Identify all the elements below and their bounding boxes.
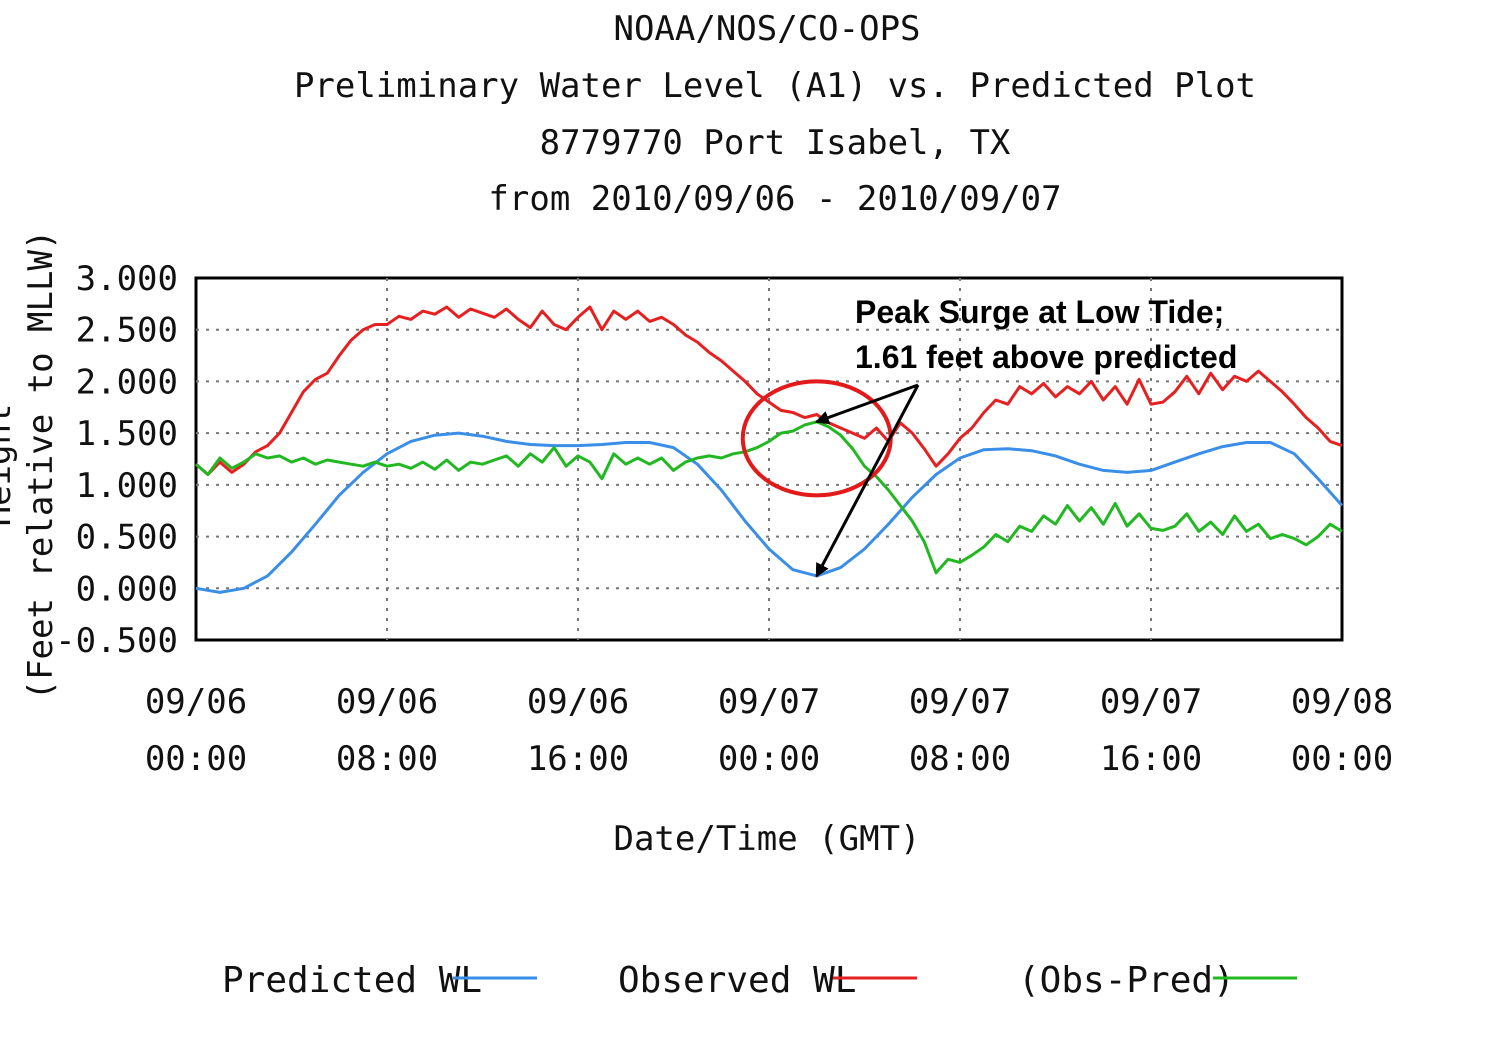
y-tick-label: 1.500 [76, 414, 178, 454]
x-tick-date: 09/06 [145, 682, 247, 722]
legend-label-observed: Observed WL [618, 960, 856, 1001]
legend: Predicted WL Observed WL (Obs-Pred) [222, 960, 1297, 1001]
y-axis-title: (Feet relative to MLLW) Height [0, 230, 61, 701]
x-tick-time: 00:00 [145, 739, 247, 779]
x-tick-date: 09/08 [1291, 682, 1393, 722]
y-tick-label: -0.500 [55, 621, 178, 661]
x-axis-label: Date/Time (GMT) [613, 819, 920, 859]
title-line-4: from 2010/09/06 - 2010/09/07 [488, 179, 1061, 219]
series-lines [195, 305, 1344, 594]
x-tick-date: 09/07 [909, 682, 1011, 722]
x-tick-labels: 09/06 00:00 09/06 08:00 09/06 16:00 09/07 00:00… [145, 682, 1393, 779]
annotation-arrow [814, 383, 919, 425]
annotation-line-2: 1.61 feet above predicted [855, 339, 1237, 375]
grid-lines [196, 278, 1342, 640]
y-tick-label: 1.000 [76, 466, 178, 506]
x-tick-date: 09/07 [718, 682, 820, 722]
y-tick-label: 3.000 [76, 259, 178, 299]
series-line-observed [195, 305, 1343, 476]
peak-surge-annotation: Peak Surge at Low Tide; 1.61 feet above … [740, 294, 1237, 578]
y-tick-labels: 3.000 2.500 2.000 1.500 1.000 0.500 0.000 -0.50… [55, 259, 178, 661]
annotation-arrow [815, 384, 920, 578]
x-tick-date: 09/07 [1100, 682, 1202, 722]
y-axis-label-cut: Height [0, 404, 19, 527]
x-tick-time: 16:00 [527, 739, 629, 779]
x-tick-time: 16:00 [1100, 739, 1202, 779]
y-tick-label: 0.500 [76, 518, 178, 558]
chart-title: NOAA/NOS/CO-OPS Preliminary Water Level … [294, 9, 1256, 219]
y-axis-label: (Feet relative to MLLW) [21, 230, 61, 701]
annotation-line-1: Peak Surge at Low Tide; [855, 294, 1224, 330]
x-tick-time: 00:00 [718, 739, 820, 779]
y-tick-label: 0.000 [76, 569, 178, 609]
series-line-predicted [195, 431, 1344, 594]
x-tick-time: 08:00 [909, 739, 1011, 779]
x-tick-date: 09/06 [336, 682, 438, 722]
legend-label-obs-pred: (Obs-Pred) [1018, 960, 1235, 1001]
legend-label-predicted: Predicted WL [222, 960, 482, 1001]
y-tick-label: 2.500 [76, 311, 178, 351]
title-line-2: Preliminary Water Level (A1) vs. Predict… [294, 66, 1256, 106]
title-line-1: NOAA/NOS/CO-OPS [613, 9, 920, 49]
x-tick-time: 00:00 [1291, 739, 1393, 779]
x-tick-date: 09/06 [527, 682, 629, 722]
x-tick-time: 08:00 [336, 739, 438, 779]
y-tick-label: 2.000 [76, 362, 178, 402]
title-line-3: 8779770 Port Isabel, TX [540, 123, 1011, 163]
series-line-obs-pred [195, 420, 1343, 575]
